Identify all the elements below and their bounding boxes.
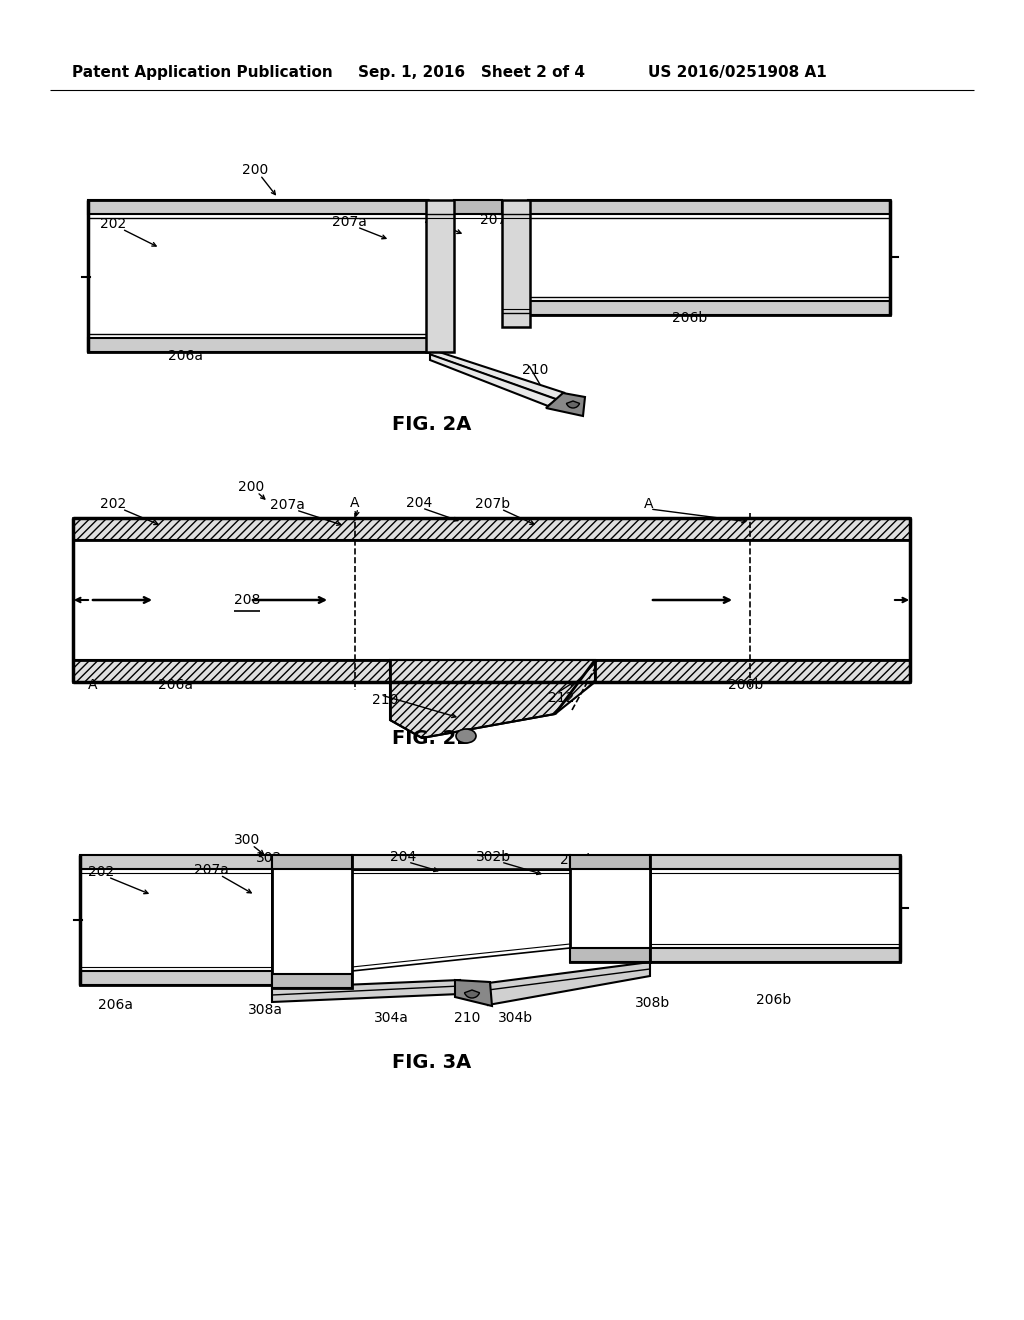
Polygon shape — [73, 660, 390, 682]
Polygon shape — [426, 201, 454, 352]
Text: 204: 204 — [424, 213, 451, 226]
Text: 206a: 206a — [98, 998, 133, 1012]
Text: 300: 300 — [234, 833, 260, 847]
Polygon shape — [454, 201, 502, 214]
Text: 302a: 302a — [256, 851, 291, 865]
Polygon shape — [570, 855, 650, 869]
Text: 207b: 207b — [560, 853, 595, 867]
Polygon shape — [88, 201, 428, 214]
Polygon shape — [80, 972, 272, 985]
Text: 206b: 206b — [672, 312, 708, 325]
Polygon shape — [488, 962, 650, 1005]
Text: 210: 210 — [454, 1011, 480, 1026]
Polygon shape — [546, 393, 585, 416]
Polygon shape — [272, 979, 460, 1002]
Polygon shape — [570, 855, 650, 962]
Text: 204: 204 — [406, 496, 432, 510]
Text: 206b: 206b — [756, 993, 792, 1007]
Polygon shape — [570, 948, 650, 962]
Text: A: A — [350, 496, 359, 510]
Text: 200: 200 — [242, 162, 268, 177]
Text: 207a: 207a — [270, 498, 305, 512]
Polygon shape — [390, 660, 595, 682]
Text: A: A — [88, 678, 97, 692]
Polygon shape — [502, 201, 530, 327]
Text: 206a: 206a — [158, 678, 193, 692]
Text: 308a: 308a — [248, 1003, 283, 1016]
Text: 207b: 207b — [480, 213, 515, 227]
Polygon shape — [80, 855, 272, 985]
Polygon shape — [73, 540, 910, 660]
Text: FIG. 2B: FIG. 2B — [392, 729, 471, 747]
Text: Sep. 1, 2016   Sheet 2 of 4: Sep. 1, 2016 Sheet 2 of 4 — [358, 65, 585, 79]
Polygon shape — [352, 855, 570, 870]
Polygon shape — [650, 948, 900, 962]
Polygon shape — [650, 855, 900, 962]
Text: 207a: 207a — [332, 215, 367, 228]
Text: 207b: 207b — [475, 498, 510, 511]
Polygon shape — [272, 974, 352, 987]
Text: 200: 200 — [238, 480, 264, 494]
Text: 202: 202 — [100, 498, 126, 511]
Polygon shape — [272, 855, 352, 987]
Text: A: A — [644, 498, 653, 511]
Text: 212: 212 — [548, 690, 574, 705]
Polygon shape — [455, 979, 492, 1006]
Polygon shape — [390, 682, 595, 738]
Text: US 2016/0251908 A1: US 2016/0251908 A1 — [648, 65, 826, 79]
Polygon shape — [73, 517, 910, 540]
Text: 304b: 304b — [498, 1011, 534, 1026]
Polygon shape — [430, 348, 565, 407]
Text: 206b: 206b — [728, 678, 763, 692]
Text: 302b: 302b — [476, 850, 511, 865]
Text: 308b: 308b — [635, 997, 671, 1010]
Text: 304a: 304a — [374, 1011, 409, 1026]
Polygon shape — [80, 855, 272, 869]
Ellipse shape — [456, 729, 476, 743]
Polygon shape — [88, 338, 428, 352]
Text: 202: 202 — [100, 216, 126, 231]
Wedge shape — [566, 401, 580, 408]
Text: FIG. 2A: FIG. 2A — [392, 416, 472, 434]
Text: 204: 204 — [390, 850, 416, 865]
Polygon shape — [595, 660, 910, 682]
Polygon shape — [272, 855, 352, 869]
Text: 206a: 206a — [168, 348, 203, 363]
Text: 210: 210 — [372, 693, 398, 708]
Text: 208: 208 — [234, 593, 260, 607]
Wedge shape — [465, 990, 479, 998]
Text: Patent Application Publication: Patent Application Publication — [72, 65, 333, 79]
Polygon shape — [528, 201, 890, 214]
Text: 210: 210 — [522, 363, 549, 378]
Polygon shape — [650, 855, 900, 869]
Text: FIG. 3A: FIG. 3A — [392, 1052, 472, 1072]
Polygon shape — [528, 301, 890, 315]
Text: 207a: 207a — [194, 863, 229, 876]
Text: 202: 202 — [88, 865, 115, 879]
